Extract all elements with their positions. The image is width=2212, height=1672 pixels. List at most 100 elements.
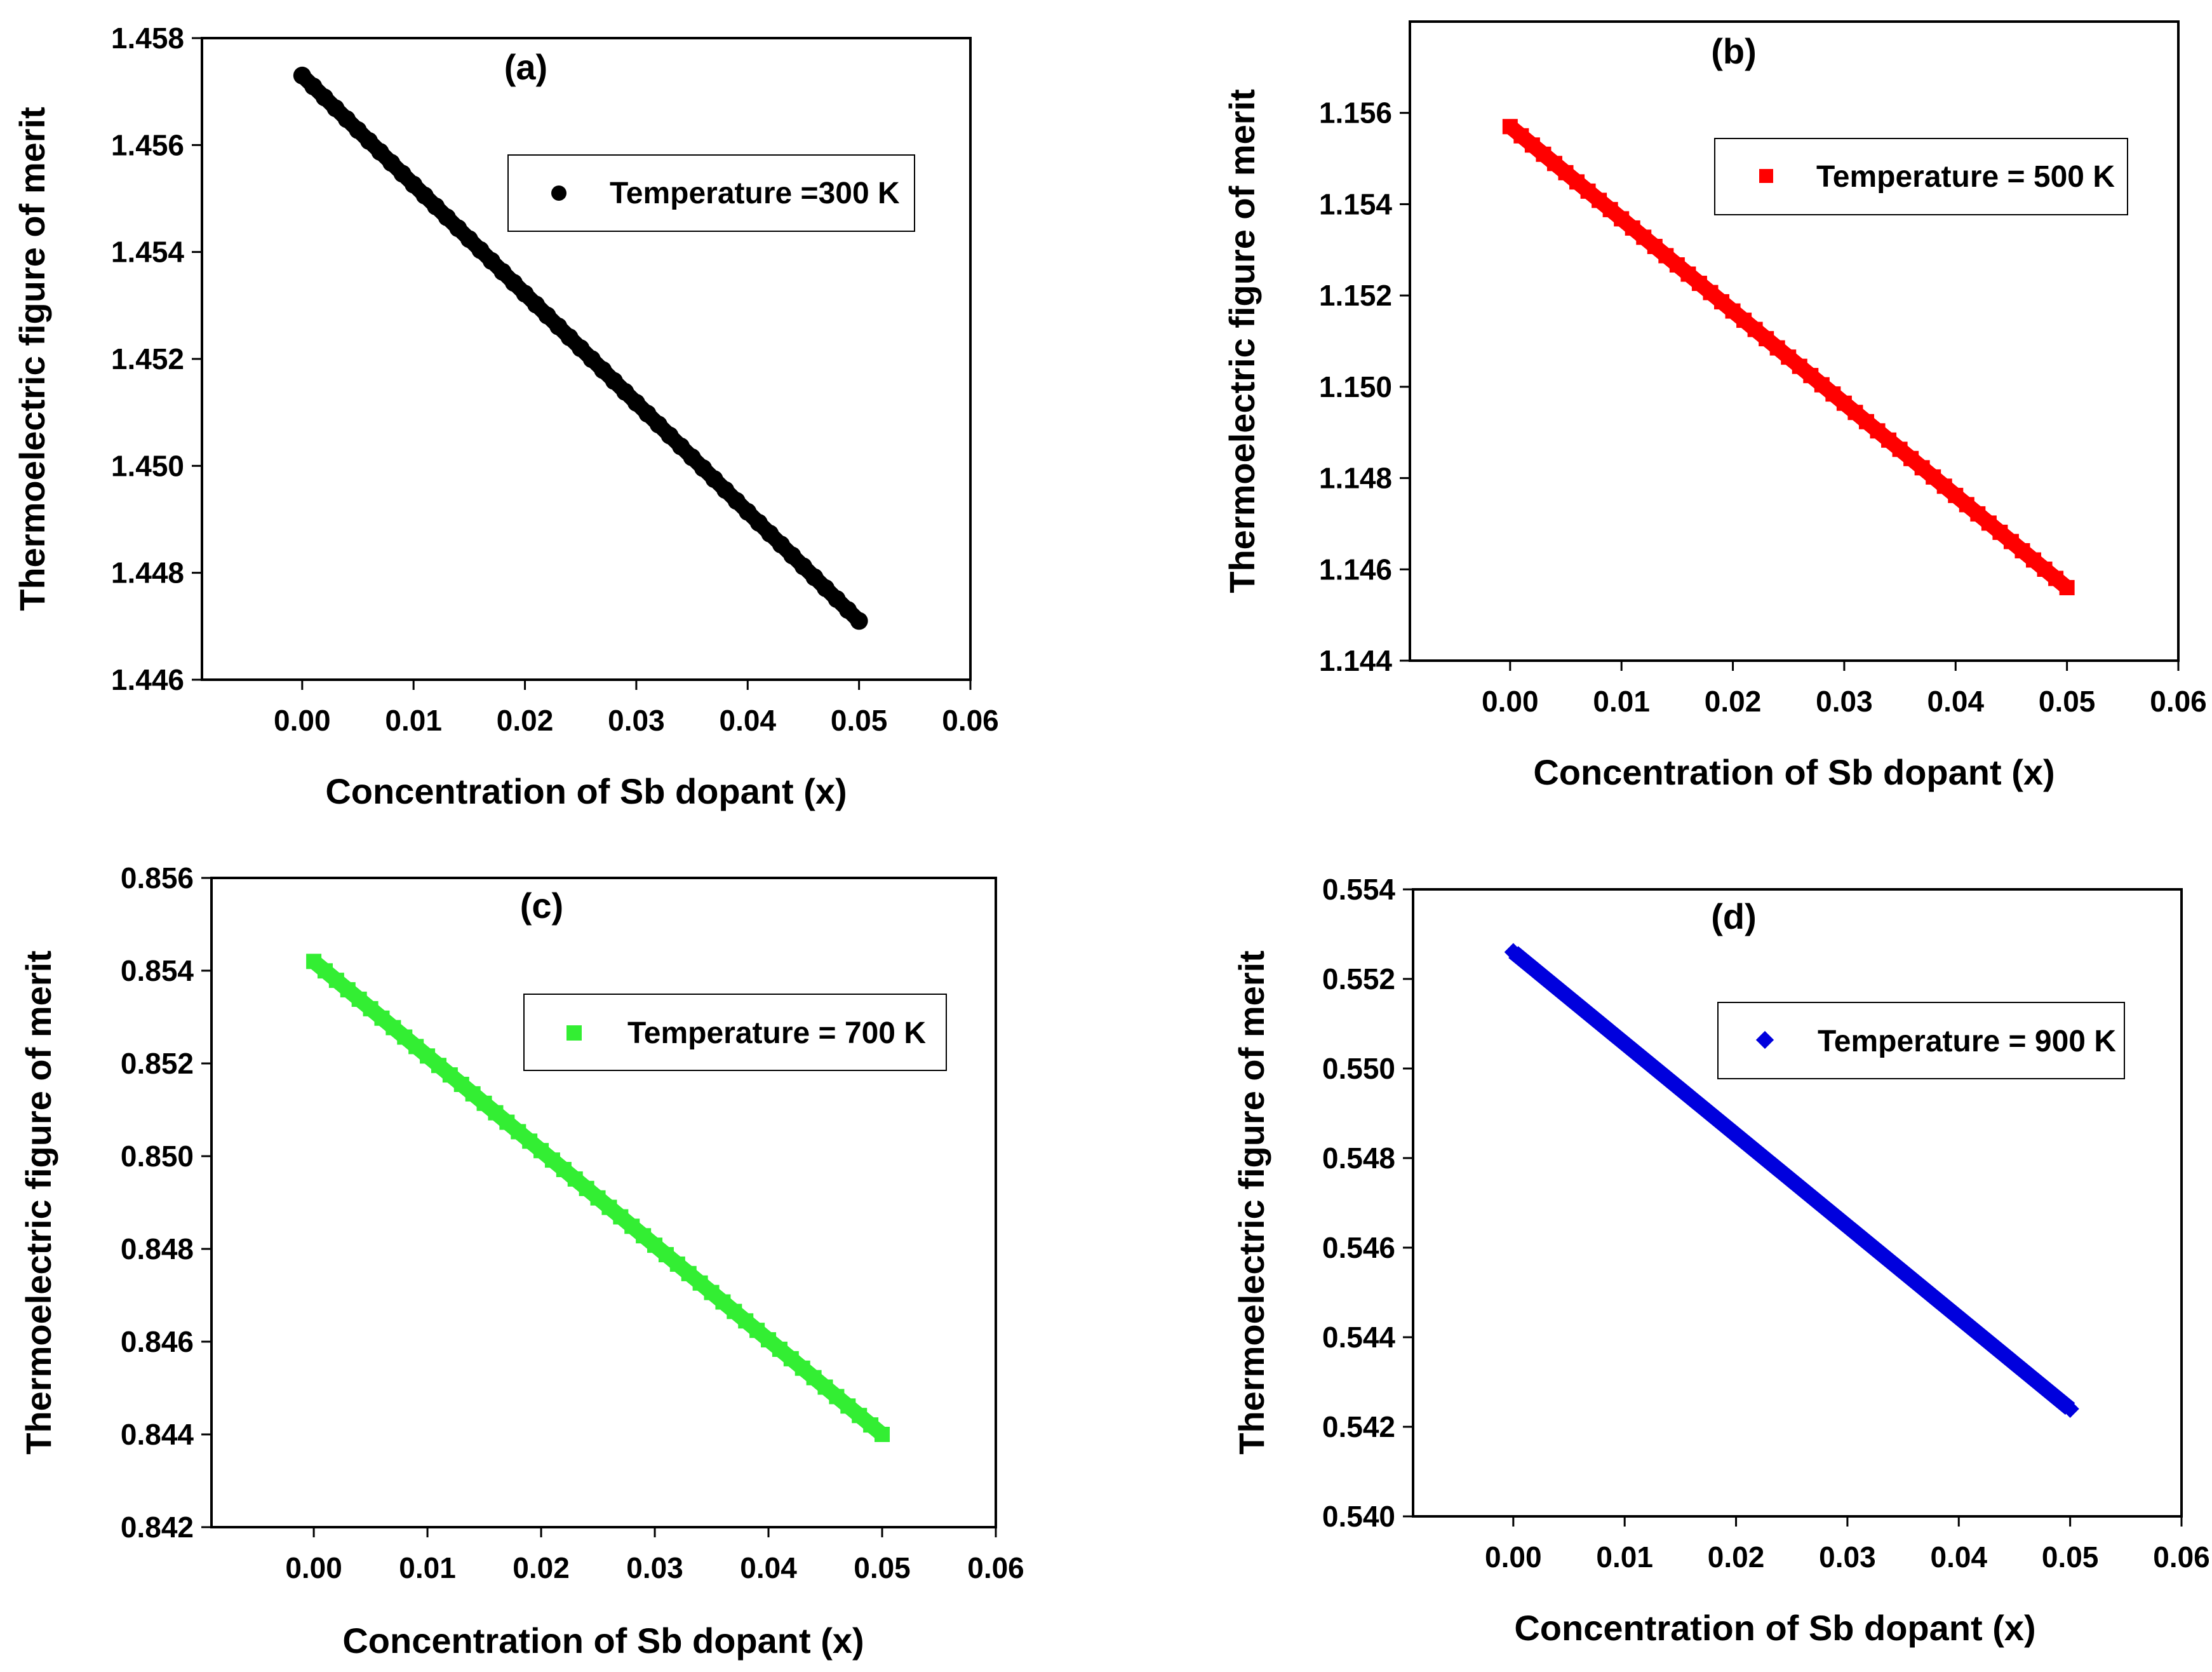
legend-box: [1714, 138, 2128, 215]
y-tick-label: 1.452: [111, 342, 184, 375]
y-tick-label: 1.156: [1319, 97, 1392, 130]
y-tick-label: 0.846: [121, 1325, 194, 1358]
y-tick-label: 0.548: [1322, 1142, 1395, 1175]
x-tick-label: 0.05: [2042, 1541, 2099, 1574]
data-marks: [1502, 119, 2075, 596]
x-tick-label: 0.04: [740, 1551, 797, 1584]
y-tick-label: 0.554: [1322, 873, 1396, 906]
legend-marker-square-icon: [1759, 169, 1773, 183]
legend: Temperature = 500 K: [1714, 138, 2128, 215]
y-tick-label: 0.542: [1322, 1410, 1395, 1443]
tick-group: 0.00 0.01 0.02 0.03 0.04 0.05 0.06 1.446 1.448 1.…: [111, 22, 999, 737]
x-tick-label: 0.06: [942, 704, 999, 737]
x-tick-label: 0.01: [399, 1551, 456, 1584]
y-tick-label: 0.844: [121, 1418, 194, 1451]
y-tick-label: 1.154: [1319, 187, 1393, 220]
x-tick-label: 0.03: [1816, 685, 1873, 718]
y-tick-label: 1.454: [111, 236, 185, 269]
x-tick-label: 0.04: [1927, 685, 1985, 718]
y-tick-label: 0.852: [121, 1047, 194, 1080]
y-tick-label: 1.148: [1319, 462, 1392, 495]
y-tick-label: 1.458: [111, 22, 184, 55]
legend: Temperature = 700 K: [523, 994, 947, 1071]
tick-group: 0.00 0.01 0.02 0.03 0.04 0.05 0.06 0.540 0.542 0.…: [1322, 873, 2210, 1574]
y-tick-label: 0.850: [121, 1140, 194, 1173]
y-tick-label: 0.552: [1322, 962, 1395, 995]
panel-c: 0.00 0.01 0.02 0.03 0.04 0.05 0.06 0.842 0.844 0.…: [18, 861, 1024, 1661]
y-tick-label: 0.540: [1322, 1500, 1395, 1533]
x-tick-label: 0.00: [285, 1551, 342, 1584]
legend-label: Temperature = 500 K: [1816, 160, 2115, 194]
y-tick-label: 1.448: [111, 556, 184, 590]
y-axis-label: Thermoelectric figure of merit: [18, 950, 58, 1455]
panel-label: (d): [1711, 896, 1757, 936]
series-line: [1505, 121, 2072, 594]
x-tick-label: 0.03: [608, 704, 665, 737]
tick-group: 0.00 0.01 0.02 0.03 0.04 0.05 0.06 0.842 0.844 0.…: [121, 861, 1024, 1584]
x-tick-label: 0.00: [1482, 685, 1539, 718]
x-tick-label: 0.06: [2153, 1541, 2210, 1574]
x-axis-label: Concentration of Sb dopant (x): [342, 1621, 864, 1661]
series-line: [309, 955, 887, 1441]
y-axis-label: Thermoelectric figure of merit: [1231, 950, 1271, 1455]
panel-a: 0.00 0.01 0.02 0.03 0.04 0.05 0.06 1.446 1.448 1.…: [12, 22, 999, 811]
x-axis-label: Concentration of Sb dopant (x): [1533, 752, 2054, 792]
y-tick-label: 0.842: [121, 1511, 194, 1544]
legend-marker-diamond-icon: [1755, 1030, 1774, 1049]
legend-label: Temperature = 700 K: [627, 1016, 926, 1050]
x-tick-label: 0.05: [2039, 685, 2096, 718]
x-axis-label: Concentration of Sb dopant (x): [325, 771, 847, 811]
x-tick-label: 0.06: [967, 1551, 1024, 1584]
x-tick-label: 0.00: [274, 704, 331, 737]
series-line: [297, 70, 865, 626]
x-tick-label: 0.01: [1593, 685, 1650, 718]
legend-box: [507, 154, 915, 232]
x-tick-label: 0.02: [513, 1551, 570, 1584]
y-tick-label: 0.550: [1322, 1052, 1395, 1085]
y-axis-label: Thermoelectric figure of merit: [12, 107, 52, 611]
x-tick-label: 0.02: [1708, 1541, 1765, 1574]
y-tick-label: 1.152: [1319, 279, 1392, 312]
x-axis-label: Concentration of Sb dopant (x): [1514, 1608, 2035, 1648]
plot-frame: [1409, 20, 2180, 662]
data-marks: [306, 954, 890, 1442]
x-tick-label: 0.04: [720, 704, 777, 737]
legend: Temperature =300 K: [507, 154, 915, 232]
y-tick-label: 1.446: [111, 663, 184, 696]
plot-frame: [1412, 888, 2183, 1518]
x-tick-label: 0.03: [626, 1551, 683, 1584]
x-tick-label: 0.06: [2150, 685, 2207, 718]
x-tick-label: 0.00: [1485, 1541, 1542, 1574]
legend-box: [523, 994, 947, 1071]
y-tick-label: 1.450: [111, 449, 184, 482]
y-axis-label: Thermoelectric figure of merit: [1222, 89, 1262, 593]
y-tick-label: 1.144: [1319, 644, 1393, 677]
y-tick-label: 0.546: [1322, 1231, 1395, 1264]
x-tick-label: 0.02: [497, 704, 554, 737]
legend-marker-circle-icon: [551, 185, 566, 201]
y-tick-label: 1.146: [1319, 553, 1392, 586]
panel-label: (a): [504, 47, 547, 87]
legend: Temperature = 900 K: [1717, 1002, 2125, 1079]
legend-label: Temperature =300 K: [610, 177, 900, 210]
plot-frame: [210, 877, 997, 1528]
data-marks: [293, 66, 868, 630]
panel-d: 0.00 0.01 0.02 0.03 0.04 0.05 0.06 0.540 0.542 0.…: [1231, 873, 2210, 1648]
x-tick-label: 0.01: [1596, 1541, 1653, 1574]
x-tick-label: 0.03: [1819, 1541, 1876, 1574]
y-tick-label: 1.150: [1319, 370, 1392, 403]
panel-label: (b): [1711, 31, 1757, 71]
y-tick-label: 0.848: [121, 1232, 194, 1265]
legend-marker-square-icon: [566, 1025, 582, 1041]
panel-label: (c): [520, 886, 563, 926]
y-tick-label: 0.856: [121, 861, 194, 894]
panel-b: 0.00 0.01 0.02 0.03 0.04 0.05 0.06 1.144 1.146 1.…: [1222, 20, 2207, 792]
tick-group: 0.00 0.01 0.02 0.03 0.04 0.05 0.06 1.144 1.146 1.…: [1319, 97, 2207, 718]
x-tick-label: 0.02: [1705, 685, 1762, 718]
x-tick-label: 0.01: [385, 704, 442, 737]
y-tick-label: 0.854: [121, 954, 194, 987]
legend-box: [1717, 1002, 2125, 1079]
x-tick-label: 0.04: [1931, 1541, 1988, 1574]
y-tick-label: 1.456: [111, 128, 184, 161]
